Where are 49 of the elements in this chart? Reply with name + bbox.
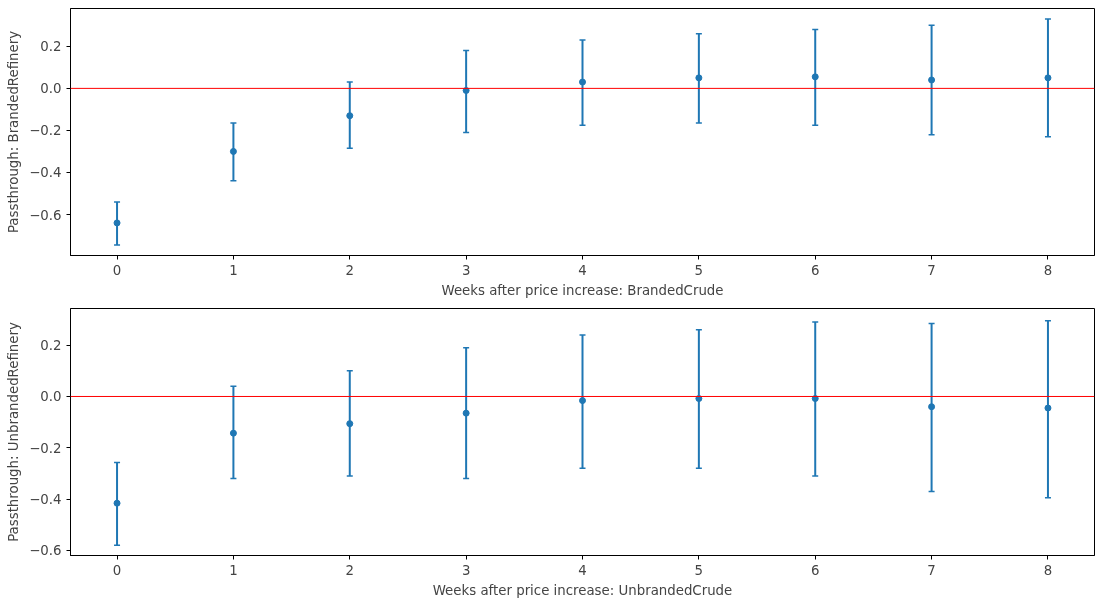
x-tick-label: 7 (927, 562, 936, 578)
y-tick-label: 0.0 (40, 81, 62, 97)
y-tick-label: −0.2 (29, 123, 62, 139)
point (1044, 74, 1052, 82)
x-tick-label: 8 (1043, 562, 1053, 578)
x-tick-label: 3 (461, 262, 471, 278)
point (579, 78, 586, 86)
x-tick-label: 1 (229, 262, 238, 278)
y-tick-label: 0.2 (40, 39, 62, 55)
x-tick-label: 1 (229, 562, 238, 578)
point (579, 397, 586, 405)
x-tick-label: 7 (927, 262, 936, 278)
point (811, 395, 819, 403)
x-tick-label: 2 (345, 562, 355, 578)
y-tick-label: 0.2 (40, 338, 62, 354)
x-tick-label: 6 (810, 562, 820, 578)
x-axis-title: Weeks after price increase: BrandedCrude (441, 282, 724, 298)
y-tick-label: −0.2 (29, 440, 62, 456)
x-tick-label: 5 (694, 262, 704, 278)
y-tick-label: 0.0 (40, 389, 62, 405)
x-tick-label: 2 (345, 262, 355, 278)
point (462, 409, 470, 417)
y-axis-title: Passthrough: UnbrandedRefinery (6, 322, 22, 542)
x-tick-label: 3 (461, 562, 471, 578)
x-tick-label: 5 (694, 562, 704, 578)
x-tick-label: 0 (112, 562, 122, 578)
y-tick-label: −0.6 (29, 543, 62, 559)
point (811, 73, 819, 81)
y-tick-label: −0.4 (29, 165, 62, 181)
point (346, 420, 354, 428)
x-tick-label: 0 (112, 262, 122, 278)
y-axis-title: Passthrough: BrandedRefinery (6, 30, 22, 234)
point (928, 76, 936, 84)
point (229, 147, 237, 155)
point (695, 395, 703, 403)
point (113, 219, 121, 227)
point (346, 112, 354, 120)
x-tick-label: 8 (1043, 262, 1053, 278)
x-axis-title: Weeks after price increase: UnbrandedCrude (432, 582, 733, 598)
point (229, 429, 237, 437)
point (1044, 404, 1052, 412)
y-tick-label: −0.4 (29, 492, 62, 508)
point (928, 403, 936, 411)
x-tick-label: 4 (578, 562, 587, 578)
point (113, 499, 121, 507)
x-tick-label: 6 (810, 262, 820, 278)
point (695, 74, 703, 82)
y-tick-label: −0.6 (29, 207, 62, 223)
x-tick-label: 4 (578, 262, 587, 278)
